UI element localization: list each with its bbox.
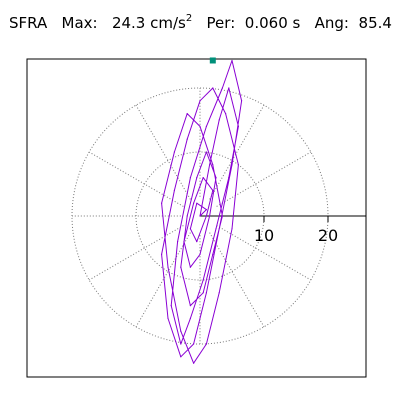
series-point [228,87,230,89]
series-point [196,202,198,204]
series-point [215,228,217,230]
series-point [186,215,188,217]
series-point [170,305,172,307]
series-point [167,317,169,319]
series-point [189,177,191,179]
series-point [221,87,223,89]
series-point [221,215,223,217]
series-point [183,241,185,243]
series-point [202,177,204,179]
series-point [199,253,201,255]
grid-spoke [135,104,191,200]
series-point [218,228,220,230]
series-point [231,164,233,166]
series-point [231,59,233,62]
series-point [205,292,207,294]
series-point [189,228,191,230]
series-point [225,113,227,115]
period-value: 0.060 s [244,14,301,32]
series-point [212,87,214,89]
series-point [231,228,233,230]
series-point [180,330,182,332]
grid-spoke [209,232,265,328]
series-point [209,215,211,217]
series-point [189,305,191,307]
plot-frame [26,58,367,378]
series-point [205,343,207,345]
series-point [193,362,195,364]
radial-ticks: 10 20 [254,216,338,245]
grid-spoke [88,151,184,207]
series-point [202,292,204,294]
series-point [237,164,239,166]
series-point [228,177,230,179]
series-point [177,241,179,243]
max-unit: cm/s [150,14,186,32]
series-point [205,151,207,153]
series-point [212,189,214,191]
angle-label: Ang: [314,14,349,32]
series-point [193,202,195,204]
max-unit-exponent: 2 [185,13,193,24]
series-point [180,266,182,268]
period-label: Per: [206,14,236,32]
series-point [173,189,175,191]
series-point [189,266,191,268]
series-point [186,138,188,140]
grid-spoke [216,225,312,281]
max-point-marker [209,57,216,64]
series-point [205,209,207,211]
series-point [196,177,198,179]
station-name: SFRA [9,14,48,32]
series-point [218,119,220,121]
chart-header: SFRA Max: 24.3 cm/s2 Per: 0.060 s Ang: 8… [9,13,392,36]
series-point [237,125,239,127]
grid-spoke [88,225,184,281]
series-point [180,356,182,358]
series-point [196,241,198,243]
max-label: Max: [61,14,98,32]
series-point [241,100,243,102]
series-point [161,253,163,255]
radial-tick-label: 10 [254,226,274,245]
series-point [215,177,217,179]
series-point [189,317,191,319]
series-point [199,215,201,217]
angle-value: 85.4 [358,14,392,32]
series-point [173,151,175,153]
max-value: 24.3 [111,14,146,32]
series-point [209,164,211,166]
series-point [193,343,195,345]
grid-spoke [216,151,312,207]
series-point [205,215,207,217]
series-point [199,100,201,102]
series-point [218,292,220,294]
series-point [161,202,163,204]
grid-spoke [135,232,191,328]
series-point [167,266,169,268]
series-point [212,164,214,166]
trace-group [161,59,243,364]
radial-tick-label: 20 [318,226,338,245]
series-point [186,113,188,115]
series-point [180,343,182,345]
series-point [202,279,204,281]
series-point [205,125,207,127]
grid-spoke [209,104,265,200]
series-point [199,125,201,127]
series-point [212,253,214,255]
